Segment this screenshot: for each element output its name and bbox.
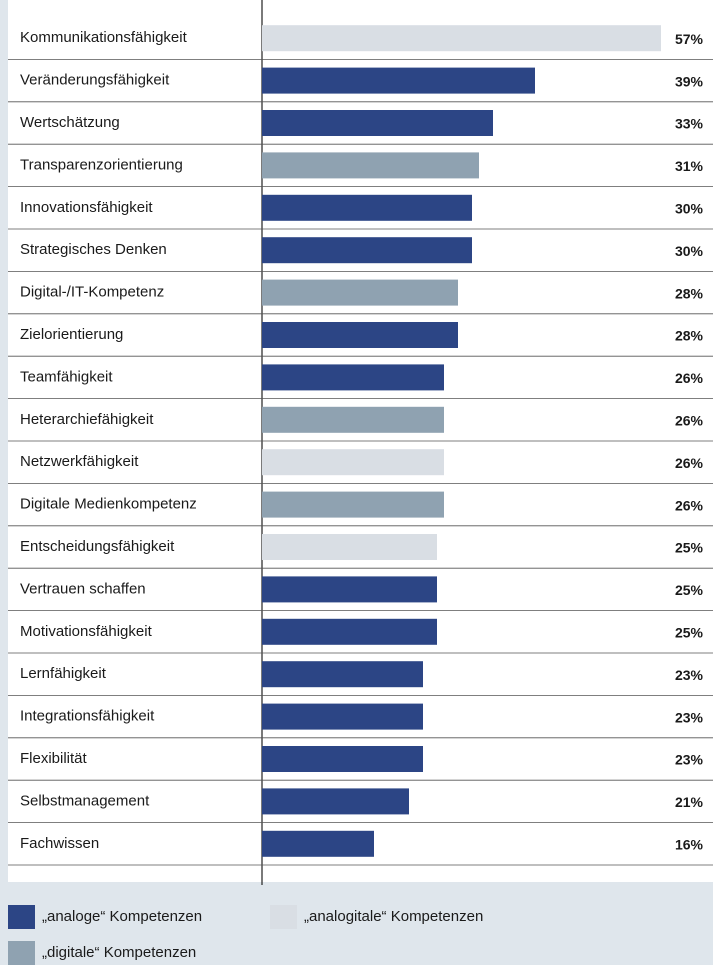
bar — [262, 25, 661, 52]
category-label: Transparenzorientierung — [20, 156, 183, 173]
value-label: 30% — [675, 201, 704, 217]
bar — [262, 746, 423, 772]
value-label: 25% — [675, 540, 704, 556]
value-label: 23% — [675, 752, 704, 768]
value-label: 23% — [675, 667, 704, 683]
category-label: Strategisches Denken — [20, 241, 167, 258]
value-label: 33% — [675, 116, 704, 132]
bar — [262, 279, 458, 306]
bar — [262, 152, 479, 179]
bar — [262, 534, 437, 560]
value-label: 39% — [675, 73, 704, 89]
bar — [262, 237, 472, 264]
bar — [262, 788, 409, 815]
category-label: Teamfähigkeit — [20, 368, 113, 385]
bar — [262, 491, 444, 518]
value-label: 57% — [675, 31, 704, 47]
bar — [262, 322, 458, 348]
category-label: Digitale Medienkompetenz — [20, 496, 197, 513]
bar — [262, 703, 423, 730]
legend-label: „digitale“ Kompetenzen — [42, 944, 196, 961]
category-label: Wertschätzung — [20, 114, 120, 131]
bar — [262, 449, 444, 476]
legend-swatch — [270, 905, 297, 929]
value-label: 21% — [675, 794, 704, 810]
category-label: Netzwerkfähigkeit — [20, 453, 139, 470]
bar — [262, 576, 437, 603]
bar — [262, 830, 374, 857]
legend-swatch — [8, 941, 35, 965]
category-label: Selbstmanagement — [20, 792, 150, 809]
value-label: 25% — [675, 625, 704, 641]
bar — [262, 364, 444, 391]
bar — [262, 110, 493, 136]
value-label: 16% — [675, 837, 704, 853]
value-label: 25% — [675, 582, 704, 598]
category-label: Fachwissen — [20, 835, 99, 852]
category-label: Lernfähigkeit — [20, 665, 107, 682]
bar — [262, 194, 472, 221]
value-label: 30% — [675, 243, 704, 259]
bar — [262, 661, 423, 688]
category-label: Veränderungsfähigkeit — [20, 72, 170, 89]
legend-label: „analoge“ Kompetenzen — [42, 908, 202, 925]
value-label: 26% — [675, 370, 704, 386]
category-label: Entscheidungsfähigkeit — [20, 538, 175, 555]
legend-swatch — [8, 905, 35, 929]
category-label: Kommunikationsfähigkeit — [20, 29, 188, 46]
category-label: Vertrauen schaffen — [20, 580, 146, 597]
legend-label: „analogitale“ Kompetenzen — [304, 908, 483, 925]
category-label: Zielorientierung — [20, 326, 123, 343]
value-label: 26% — [675, 413, 704, 429]
category-label: Heterarchiefähigkeit — [20, 411, 154, 428]
value-label: 26% — [675, 497, 704, 513]
value-label: 23% — [675, 709, 704, 725]
bar — [262, 406, 444, 433]
value-label: 28% — [675, 285, 704, 301]
bar — [262, 67, 535, 94]
value-label: 28% — [675, 328, 704, 344]
category-label: Integrationsfähigkeit — [20, 708, 155, 725]
value-label: 31% — [675, 158, 704, 174]
category-label: Innovationsfähigkeit — [20, 199, 153, 216]
category-label: Flexibilität — [20, 750, 88, 767]
value-label: 26% — [675, 455, 704, 471]
category-label: Motivationsfähigkeit — [20, 623, 153, 640]
bar — [262, 618, 437, 645]
category-label: Digital-/IT-Kompetenz — [20, 284, 164, 301]
